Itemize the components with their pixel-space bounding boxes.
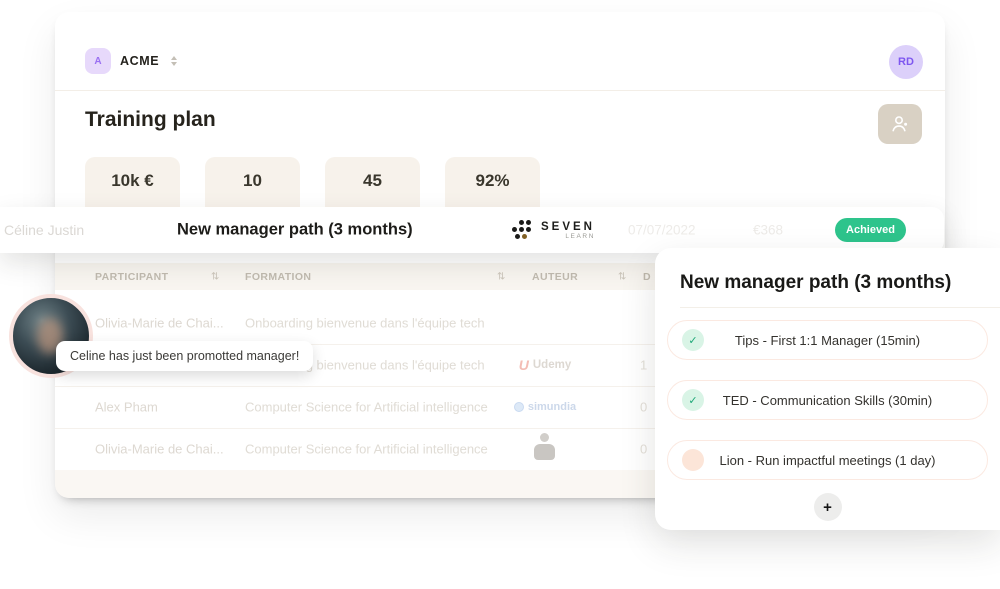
- header-divider: [55, 90, 945, 91]
- table-row[interactable]: Alex Pham Computer Science for Artificia…: [55, 386, 945, 429]
- cell-formation: Computer Science for Artificial intellig…: [245, 399, 488, 415]
- status-badge-achieved: Achieved: [835, 218, 906, 242]
- manager-path-panel: New manager path (3 months) ✓ Tips - Fir…: [655, 248, 1000, 530]
- path-item-label: Tips - First 1:1 Manager (15min): [734, 332, 921, 348]
- highlight-title: New manager path (3 months): [177, 220, 413, 239]
- pending-circle-icon: [682, 449, 704, 471]
- cell-formation: Onboarding bienvenue dans l'équipe tech: [245, 315, 485, 331]
- sort-icon[interactable]: ⇅: [497, 271, 506, 282]
- cell-participant: Olivia-Marie de Chai...: [95, 441, 224, 457]
- column-header-auteur[interactable]: AUTEUR: [532, 270, 579, 283]
- simundia-logo-icon: [513, 402, 524, 412]
- simundia-logo-text: simundia: [527, 401, 577, 413]
- check-icon: ✓: [682, 389, 704, 411]
- cell-participant: Olivia-Marie de Chai...: [95, 315, 224, 331]
- udemy-logo-text: Udemy: [532, 359, 572, 371]
- training-row-highlight[interactable]: Céline Justin New manager path (3 months…: [0, 207, 944, 253]
- cell-duration: 1: [640, 357, 648, 373]
- column-header-duration[interactable]: D: [643, 270, 651, 283]
- cell-auteur-udemy: U Udemy: [485, 357, 605, 373]
- path-item-lion[interactable]: Lion - Run impactful meetings (1 day): [667, 440, 988, 480]
- cell-auteur-photo: [485, 433, 605, 465]
- workspace-badge: A: [85, 48, 111, 74]
- check-icon: ✓: [682, 329, 704, 351]
- path-item-tips[interactable]: ✓ Tips - First 1:1 Manager (15min): [667, 320, 988, 360]
- sort-icon[interactable]: ⇅: [211, 271, 220, 282]
- path-item-label: Lion - Run impactful meetings (1 day): [719, 452, 936, 468]
- brand-subname: LEARN: [565, 232, 595, 240]
- chevron-updown-icon: [171, 56, 178, 66]
- cell-auteur-simundia: simundia: [485, 401, 605, 413]
- cell-duration: 0: [640, 441, 648, 457]
- trainer-photo: [532, 433, 558, 465]
- add-participant-button[interactable]: [878, 104, 922, 144]
- udemy-logo-icon: U: [518, 357, 529, 373]
- path-items-list: ✓ Tips - First 1:1 Manager (15min) ✓ TED…: [667, 320, 988, 480]
- column-header-formation[interactable]: FORMATION: [245, 270, 312, 283]
- person-add-icon: [888, 112, 912, 136]
- promotion-tooltip: Celine has just been promotted manager!: [56, 341, 314, 371]
- panel-divider: [680, 307, 1000, 308]
- highlight-price: €368: [753, 222, 784, 238]
- brand-name: SEVEN: [541, 220, 595, 233]
- table-row[interactable]: Olivia-Marie de Chai... Computer Science…: [55, 428, 945, 470]
- add-path-item-button[interactable]: +: [813, 493, 842, 521]
- user-avatar[interactable]: RD: [889, 45, 923, 79]
- seven-learn-logo: SEVEN LEARN: [508, 220, 595, 240]
- highlight-date: 07/07/2022: [628, 222, 696, 238]
- cell-formation: Computer Science for Artificial intellig…: [245, 441, 488, 457]
- panel-title: New manager path (3 months): [680, 272, 952, 293]
- highlight-participant: Céline Justin: [4, 222, 85, 238]
- column-header-participant[interactable]: PARTICIPANT: [95, 270, 169, 283]
- cell-participant: Alex Pham: [95, 399, 158, 415]
- workspace-switcher[interactable]: A ACME: [85, 48, 178, 74]
- page-title: Training plan: [85, 108, 216, 131]
- seven-dots-icon: [508, 220, 534, 240]
- path-item-ted[interactable]: ✓ TED - Communication Skills (30min): [667, 380, 988, 420]
- sort-icon[interactable]: ⇅: [618, 271, 627, 282]
- table-row[interactable]: Olivia-Marie de Chai... Onboarding bienv…: [55, 302, 945, 345]
- path-item-label: TED - Communication Skills (30min): [722, 392, 933, 408]
- cell-duration: 0: [640, 399, 648, 415]
- workspace-name: ACME: [120, 54, 160, 68]
